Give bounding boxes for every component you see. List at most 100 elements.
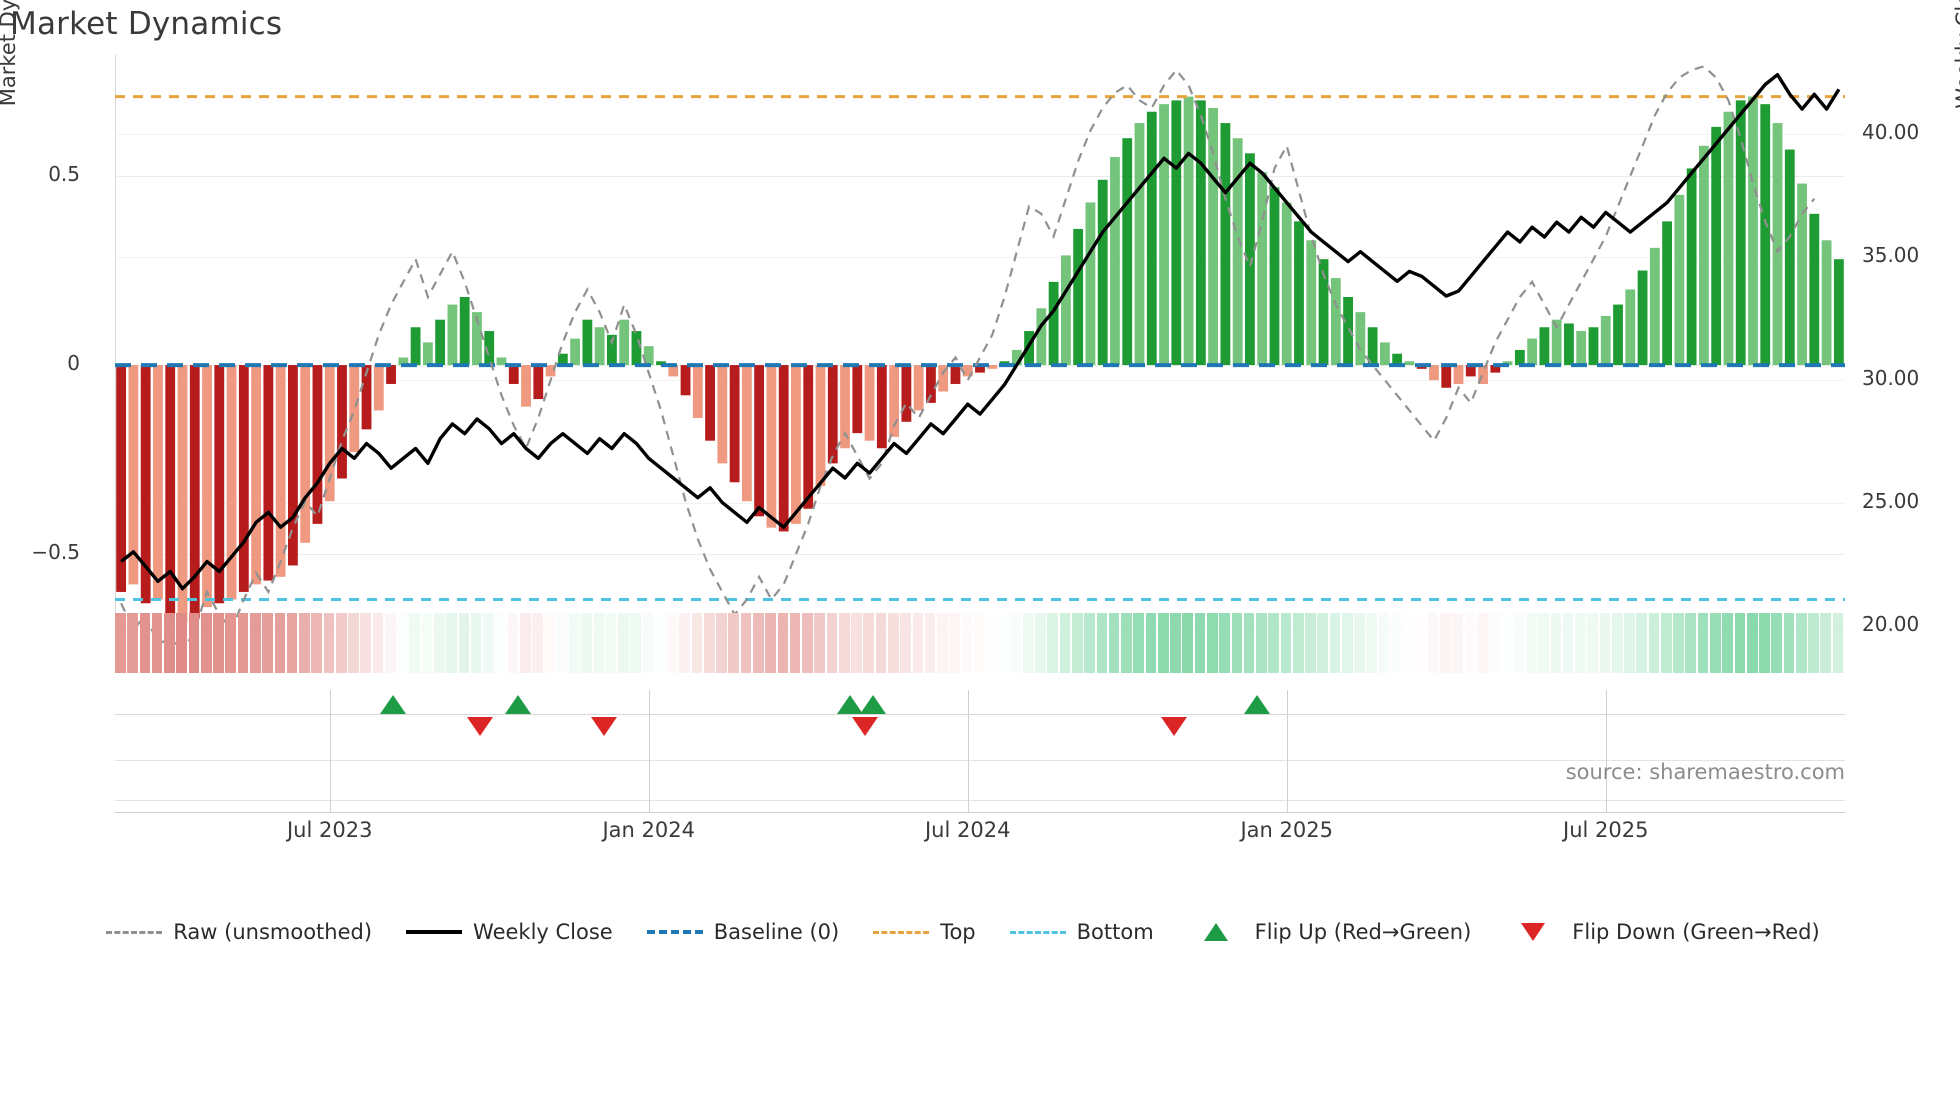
bar xyxy=(1306,240,1317,366)
bar xyxy=(680,365,691,396)
heatmap-cell xyxy=(1746,613,1758,673)
gridline-right xyxy=(115,502,1845,504)
legend-item[interactable]: Top xyxy=(873,920,976,944)
heatmap-cell xyxy=(986,613,997,673)
bar xyxy=(275,365,286,577)
heatmap-cell xyxy=(1403,613,1414,673)
heatmap-cell xyxy=(544,613,556,673)
flip-up-marker[interactable] xyxy=(505,695,531,714)
y-tick-right: 30.00 xyxy=(1862,365,1920,390)
bar xyxy=(717,365,728,464)
bar xyxy=(938,365,949,392)
bar xyxy=(729,365,740,483)
heatmap-cell xyxy=(556,613,568,673)
heatmap-cell xyxy=(789,613,801,673)
heatmap-cell xyxy=(1710,613,1721,673)
y-tick-right: 25.00 xyxy=(1862,488,1920,513)
heatmap-cell xyxy=(1182,613,1194,673)
heatmap-cell xyxy=(691,613,703,673)
flip-up-marker[interactable] xyxy=(837,695,863,714)
bar xyxy=(545,365,556,377)
x-tick-label: Jan 2025 xyxy=(1240,818,1333,842)
bar xyxy=(386,365,396,384)
axis-rule xyxy=(115,760,1845,761)
bar xyxy=(1110,157,1120,366)
flip-down-marker[interactable] xyxy=(591,717,617,736)
bar xyxy=(1748,96,1758,366)
bar xyxy=(1821,240,1832,366)
x-tick-label: Jan 2024 xyxy=(602,818,695,842)
flip-up-marker[interactable] xyxy=(380,695,406,714)
legend-item[interactable]: Bottom xyxy=(1009,920,1154,944)
bar xyxy=(1588,327,1599,366)
heatmap-cell xyxy=(1575,613,1586,673)
bar xyxy=(1539,327,1550,366)
bar xyxy=(1465,365,1476,377)
heatmap-cell xyxy=(1722,613,1733,673)
y-tick-right: 35.00 xyxy=(1862,242,1920,267)
legend-item[interactable]: Baseline (0) xyxy=(646,920,839,944)
bar xyxy=(1735,100,1746,366)
flip-down-icon xyxy=(1521,923,1546,941)
heatmap-cell xyxy=(188,613,200,673)
legend-label: Top xyxy=(940,920,976,944)
heatmap-cell xyxy=(838,613,850,673)
heatmap-cell xyxy=(1648,613,1660,673)
bar xyxy=(901,365,912,422)
heatmap-cell xyxy=(1440,613,1451,673)
bar xyxy=(1208,107,1219,366)
bar xyxy=(1772,123,1783,366)
bar xyxy=(1478,365,1488,384)
flip-down-marker[interactable] xyxy=(467,717,493,736)
bar xyxy=(1490,365,1501,373)
heatmap-cell xyxy=(470,613,482,673)
heatmap-cell xyxy=(654,613,666,673)
heatmap-cell xyxy=(581,613,592,673)
legend-item[interactable]: Flip Up (Red→Green) xyxy=(1188,920,1471,944)
heatmap-cell xyxy=(1072,613,1083,673)
flip-up-marker[interactable] xyxy=(1244,695,1270,714)
bar xyxy=(1060,255,1071,366)
heatmap-cell xyxy=(262,613,273,673)
bar xyxy=(177,365,188,623)
legend-item[interactable]: Flip Down (Green→Red) xyxy=(1505,920,1820,944)
flip-down-marker[interactable] xyxy=(852,717,878,736)
bar xyxy=(840,365,850,449)
bar xyxy=(398,357,409,366)
bar xyxy=(827,365,838,464)
heatmap-cell xyxy=(1366,613,1378,673)
bar xyxy=(1085,202,1096,366)
heatmap-cell xyxy=(802,613,813,673)
axis-rule xyxy=(115,800,1845,801)
x-tick-mark xyxy=(967,690,969,812)
bar xyxy=(557,353,568,366)
flip-marker-axis xyxy=(115,714,1845,715)
heatmap-cell xyxy=(1476,613,1488,673)
heatmap-cell xyxy=(397,613,408,673)
bar xyxy=(312,365,323,524)
x-tick-mark xyxy=(1605,690,1607,812)
heatmap-cell xyxy=(851,613,862,673)
flip-up-marker[interactable] xyxy=(860,695,886,714)
heatmap-cell xyxy=(1464,613,1476,673)
legend-item[interactable]: Weekly Close xyxy=(406,920,613,944)
heatmap-cell xyxy=(1280,613,1292,673)
flip-down-marker[interactable] xyxy=(1161,717,1187,736)
bar xyxy=(153,365,163,600)
plot-left-spine xyxy=(115,55,116,660)
bar xyxy=(373,365,384,411)
heatmap-cell xyxy=(605,613,617,673)
x-tick-label: Jul 2025 xyxy=(1563,818,1649,842)
bar xyxy=(570,338,581,366)
bar xyxy=(1392,353,1403,366)
heatmap-cell xyxy=(728,613,740,673)
bar xyxy=(1711,126,1722,366)
heatmap-cell xyxy=(225,613,237,673)
heatmap-cell xyxy=(1673,613,1684,673)
heatmap-cell xyxy=(1587,613,1598,673)
legend-item[interactable]: Raw (unsmoothed) xyxy=(106,920,372,944)
heatmap-cell xyxy=(115,613,126,673)
heatmap-cell xyxy=(753,613,764,673)
y-tick-left: 0.5 xyxy=(48,162,80,186)
